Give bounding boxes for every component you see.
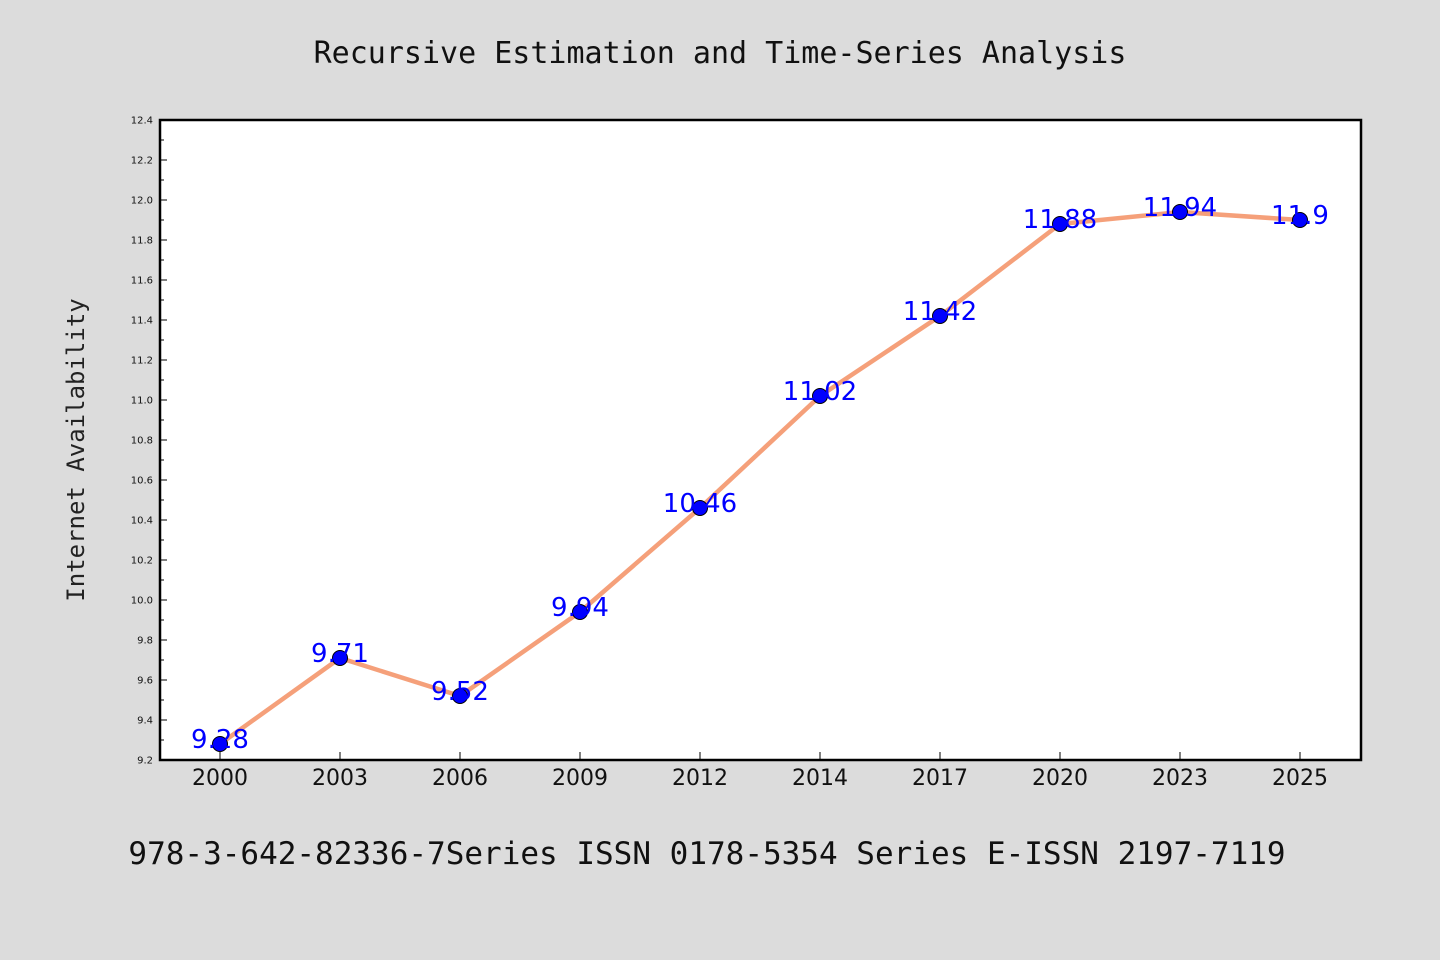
y-tick-label: 9.8 bbox=[137, 636, 153, 647]
data-label: 9.94 bbox=[551, 593, 609, 623]
x-tick-label: 2023 bbox=[1152, 766, 1208, 791]
y-tick-label: 10.6 bbox=[131, 476, 153, 487]
data-point bbox=[812, 388, 828, 404]
series-layer bbox=[212, 204, 1308, 752]
x-tick-label: 2012 bbox=[672, 766, 728, 791]
x-tick-label: 2025 bbox=[1272, 766, 1328, 791]
data-label: 9.52 bbox=[431, 677, 489, 707]
data-label: 9.71 bbox=[311, 639, 369, 669]
data-point bbox=[692, 500, 708, 516]
data-point bbox=[1172, 204, 1188, 220]
data-label: 11.42 bbox=[903, 297, 977, 327]
x-axis: 2000 2003 2006 2009 2012 2014 2017 2020 2023 2025 bbox=[192, 752, 1328, 791]
y-tick-label: 12.0 bbox=[131, 196, 153, 207]
data-label: 11.94 bbox=[1143, 193, 1217, 223]
y-tick-label: 10.4 bbox=[131, 516, 153, 527]
x-tick-label: 2009 bbox=[552, 766, 608, 791]
x-tick-label: 2003 bbox=[312, 766, 368, 791]
data-label: 9.28 bbox=[191, 725, 249, 755]
y-tick-label: 9.2 bbox=[137, 756, 153, 767]
y-tick-label: 11.4 bbox=[131, 316, 153, 327]
y-tick-label: 10.2 bbox=[131, 556, 153, 567]
y-tick-label: 11.0 bbox=[131, 396, 153, 407]
y-tick-label: 9.4 bbox=[137, 716, 153, 727]
y-tick-label: 11.8 bbox=[131, 236, 153, 247]
y-tick-label: 9.6 bbox=[137, 676, 153, 687]
data-point bbox=[1292, 212, 1308, 228]
x-tick-label: 2006 bbox=[432, 766, 488, 791]
data-labels: 9.28 9.71 9.52 9.94 10.46 11.02 11.42 11.88 11.9… bbox=[191, 193, 1329, 755]
x-tick-label: 2020 bbox=[1032, 766, 1088, 791]
data-point bbox=[332, 650, 348, 666]
data-label: 11.02 bbox=[783, 377, 857, 407]
plot-frame bbox=[158, 118, 1363, 762]
series-line bbox=[217, 209, 1303, 747]
y-tick-label: 12.4 bbox=[131, 116, 153, 127]
y-tick-label: 11.2 bbox=[131, 356, 153, 367]
y-axis-label: Internet Availability bbox=[62, 298, 90, 601]
data-label: 11.88 bbox=[1023, 205, 1097, 235]
plot-area bbox=[160, 120, 1361, 760]
data-point bbox=[212, 736, 228, 752]
chart-title: Recursive Estimation and Time-Series Ana… bbox=[314, 36, 1127, 71]
x-tick-label: 2014 bbox=[792, 766, 848, 791]
y-tick-label: 10.8 bbox=[131, 436, 153, 447]
x-tick-label: 2000 bbox=[192, 766, 248, 791]
data-point bbox=[1052, 216, 1068, 232]
y-tick-label: 10.0 bbox=[131, 596, 153, 607]
footer-isbn-text: 978-3-642-82336-7Series ISSN 0178-5354 S… bbox=[128, 836, 1285, 872]
data-label: 10.46 bbox=[663, 489, 737, 519]
y-tick-label: 11.6 bbox=[131, 276, 153, 287]
x-tick-label: 2017 bbox=[912, 766, 968, 791]
data-point bbox=[572, 604, 588, 620]
y-tick-label: 12.2 bbox=[131, 156, 153, 167]
data-point bbox=[452, 688, 468, 704]
data-label: 11.9 bbox=[1271, 201, 1329, 231]
data-point bbox=[932, 308, 948, 324]
